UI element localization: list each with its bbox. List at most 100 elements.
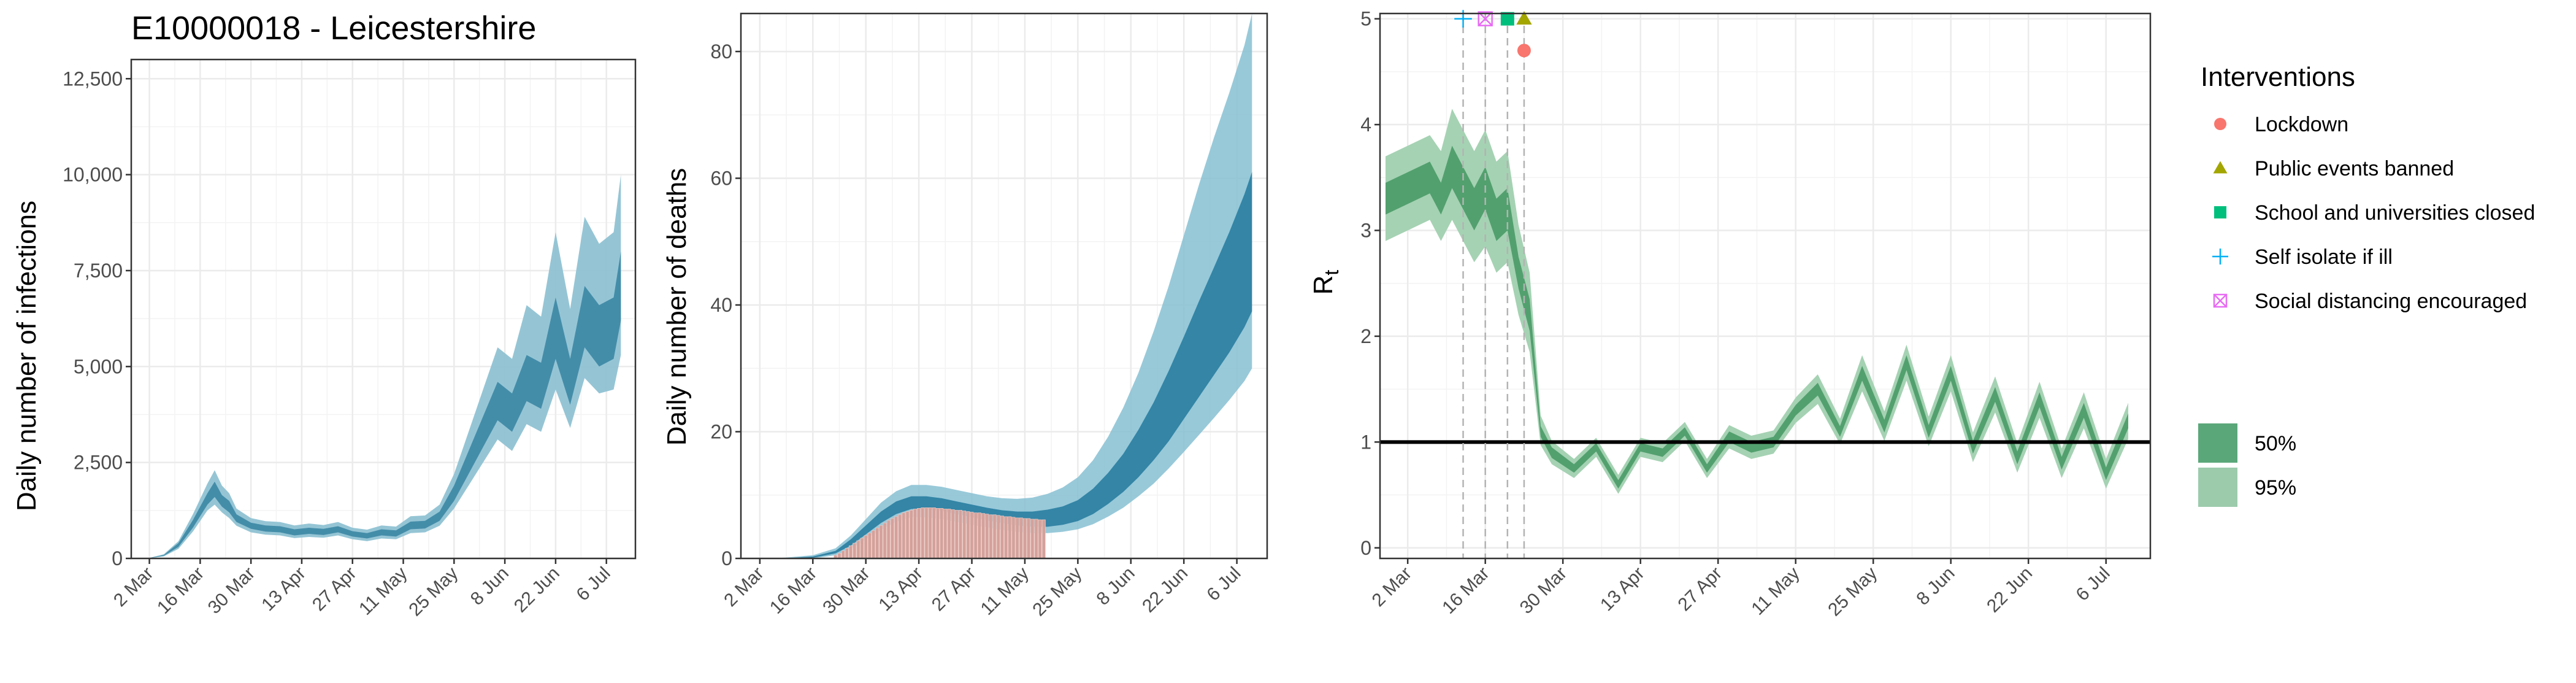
observed-death-bar [917,508,921,559]
observed-death-bar [985,514,989,559]
observed-death-bar [966,511,970,559]
infections-y-tick-label: 2,500 [74,452,123,474]
observed-death-bar [864,535,868,559]
observed-death-bar [947,509,951,559]
observed-death-bar [1000,515,1004,559]
legend-band-swatch [2198,423,2237,463]
observed-death-bar [954,510,959,559]
legend-band-swatch [2198,468,2237,507]
observed-death-bar [890,518,894,559]
rt-band-50 [1386,145,2128,489]
observed-death-bar [924,507,929,559]
rt-y-tick-label: 4 [1360,114,1371,136]
rt-y-axis-title-subscript: t [1321,270,1343,276]
rt-y-axis-title-main: R [1308,276,1338,295]
observed-death-bar [973,512,978,559]
observed-death-bar [898,514,902,559]
infections-bands [134,174,621,559]
observed-death-bar [883,522,887,559]
observed-death-bar [1034,519,1038,559]
intervention-markers [1454,10,1532,58]
rt-grid [1380,14,2150,558]
marker-circle-shape [2214,118,2226,130]
marker-triangle-shape [2213,161,2228,174]
infections-y-tick-label: 10,000 [63,164,123,186]
observed-death-bar [1027,518,1031,559]
observed-death-bar [928,507,932,559]
marker-box-outline [2213,293,2228,308]
legend-intervention-label: Social distancing encouraged [2255,290,2527,313]
observed-death-bar [932,507,936,559]
marker-circle-shape [1517,44,1531,58]
deaths-y-tick-label: 20 [710,420,732,442]
legend-intervention-label: School and universities closed [2255,201,2535,225]
deaths-y-tick-label: 0 [721,547,732,569]
observed-death-bar [902,512,906,559]
legend-intervention-key [2214,118,2226,130]
legend-intervention-key [2212,249,2228,264]
rt-panel-border [1379,12,2152,560]
legend-band-label: 95% [2255,476,2296,500]
observed-death-bar [913,509,917,559]
infections-band-50 [134,251,621,558]
observed-death-bar [1004,516,1008,559]
observed-death-bar [879,525,883,559]
observed-death-bar [921,507,925,559]
observed-death-bar [856,540,861,559]
legend-intervention-label: Lockdown [2255,113,2348,136]
observed-death-bar [872,530,876,559]
intervention-marker [1517,44,1531,58]
rt-y-tick-label: 5 [1360,8,1371,30]
rt-y-axis-title: Rt [1308,270,1343,295]
deaths-y-axis-title: Daily number of deaths [662,168,692,446]
infections-panel-border [130,58,637,560]
observed-death-bar [1041,519,1046,559]
observed-death-bar [959,510,963,559]
deaths-y-tick-label: 60 [710,167,732,189]
observed-death-bar [1030,519,1035,559]
observed-death-bar [1008,516,1012,559]
observed-death-bar [981,513,986,559]
rt-y-tick-label: 3 [1360,219,1371,241]
deaths-y-tick-label: 80 [710,41,732,63]
infections-y-tick-label: 0 [112,547,123,569]
observed-death-bar [943,509,948,559]
observed-death-bar [860,538,864,559]
observed-death-bar [1023,518,1027,559]
observed-death-bar [1038,519,1042,559]
marker-box-diagonal-b [2214,294,2227,307]
infections-y-tick-label: 7,500 [74,260,123,282]
legend-intervention-label: Self isolate if ill [2255,245,2393,269]
legend-intervention-items: Lockdown Public events banned School and u… [2212,113,2535,313]
infections-y-axis: 0 2,500 5,000 7,500 10,000 12,500 [63,68,131,569]
marker-square-shape [2214,206,2226,218]
observed-death-bar [1015,517,1019,559]
deaths-panel-border [740,12,1268,560]
legend-intervention-key [2213,293,2228,308]
deaths-bands [745,14,1252,559]
legend: Interventions Lockdown Public events bann… [2198,62,2535,507]
observed-death-bar [886,520,891,559]
marker-square-shape [1500,12,1514,26]
observed-death-bar [1011,517,1016,559]
observed-death-bar [853,542,857,559]
observed-death-bar [970,512,974,559]
deaths-y-tick-label: 40 [710,294,732,316]
rt-y-tick-label: 2 [1360,325,1371,347]
observed-death-bar [905,511,910,559]
observed-death-bar [841,550,845,559]
observed-death-bar [1019,517,1023,559]
rt-y-tick-label: 0 [1360,537,1371,559]
deaths-band-95 [745,14,1252,558]
legend-band-items: 50% 95% [2198,423,2296,507]
observed-death-bar [845,548,849,559]
deaths-band-50 [745,172,1252,559]
observed-death-bar [992,514,997,559]
observed-death-bar [867,533,872,559]
observed-death-bar [875,528,880,559]
observed-death-bar [989,514,993,559]
observed-death-bar [951,509,955,559]
